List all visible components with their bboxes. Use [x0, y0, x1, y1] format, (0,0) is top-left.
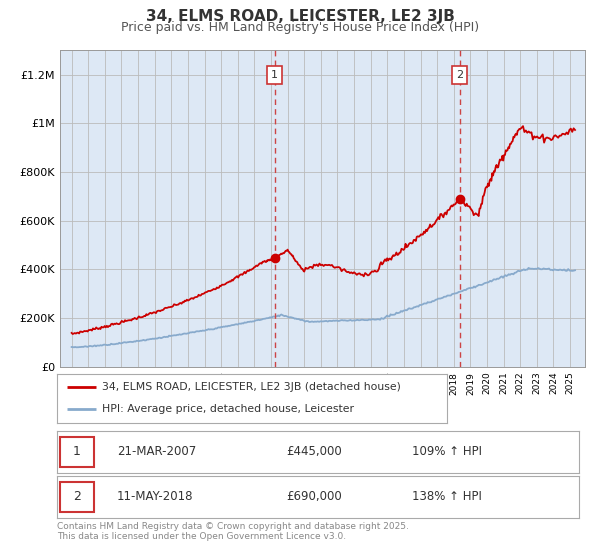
Text: 34, ELMS ROAD, LEICESTER, LE2 3JB (detached house): 34, ELMS ROAD, LEICESTER, LE2 3JB (detac… — [102, 382, 401, 392]
FancyBboxPatch shape — [59, 482, 94, 512]
Text: 138% ↑ HPI: 138% ↑ HPI — [412, 489, 482, 503]
Text: 2: 2 — [73, 489, 80, 503]
Text: £690,000: £690,000 — [287, 489, 343, 503]
Text: 1: 1 — [73, 445, 80, 458]
Text: 1: 1 — [271, 70, 278, 80]
FancyBboxPatch shape — [59, 437, 94, 467]
Text: 21-MAR-2007: 21-MAR-2007 — [117, 445, 196, 458]
Text: HPI: Average price, detached house, Leicester: HPI: Average price, detached house, Leic… — [102, 404, 354, 414]
Text: Contains HM Land Registry data © Crown copyright and database right 2025.
This d: Contains HM Land Registry data © Crown c… — [57, 522, 409, 542]
Text: 2: 2 — [456, 70, 463, 80]
Text: £445,000: £445,000 — [287, 445, 343, 458]
Text: 11-MAY-2018: 11-MAY-2018 — [117, 489, 194, 503]
Text: Price paid vs. HM Land Registry's House Price Index (HPI): Price paid vs. HM Land Registry's House … — [121, 21, 479, 34]
Text: 34, ELMS ROAD, LEICESTER, LE2 3JB: 34, ELMS ROAD, LEICESTER, LE2 3JB — [146, 9, 454, 24]
Text: 109% ↑ HPI: 109% ↑ HPI — [412, 445, 482, 458]
